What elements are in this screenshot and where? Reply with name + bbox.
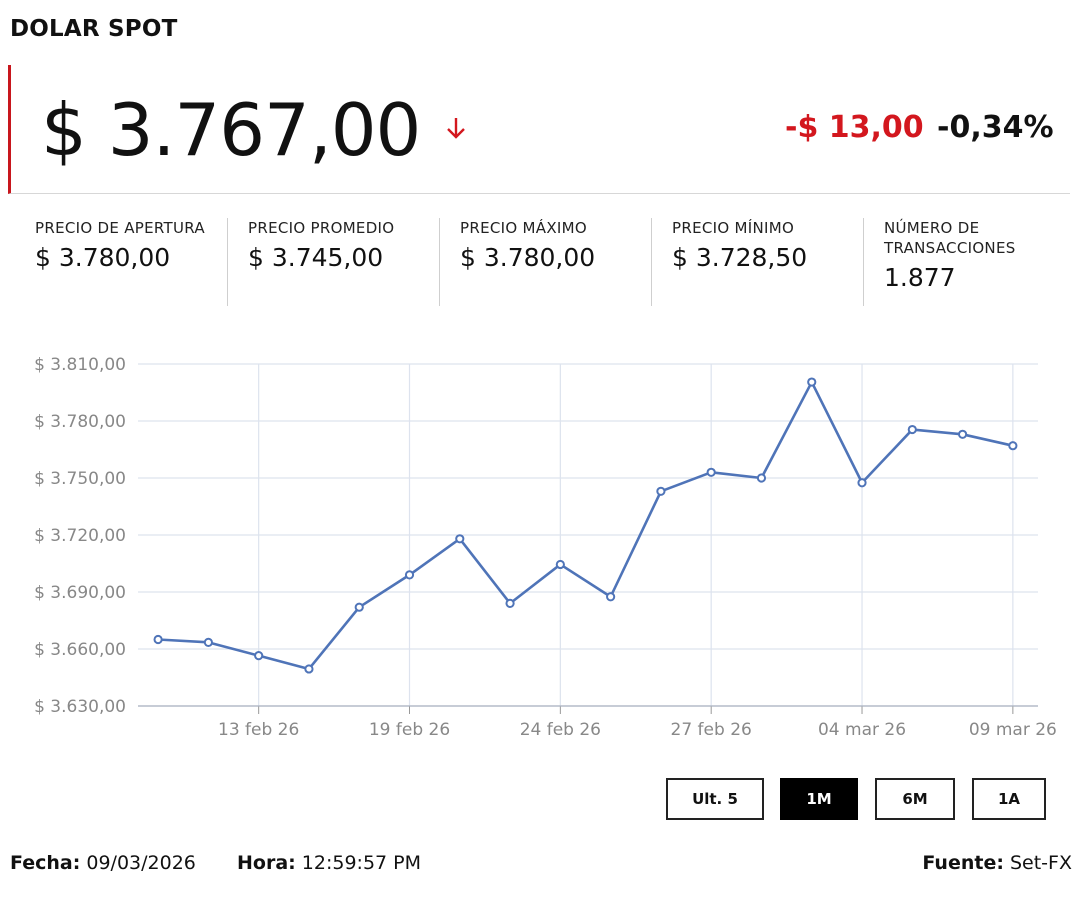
data-point	[153, 634, 163, 645]
x-tick-label: 09 mar 26	[969, 720, 1057, 740]
data-point	[254, 651, 264, 661]
price-line-chart: $ 3.630,00 $ 3.660,00 $ 3.690,00 $ 3.720,00…	[34, 355, 1057, 740]
stat-label: NÚMERO DE TRANSACCIONES	[884, 219, 1016, 257]
footer-source: Fuente: Set-FX	[922, 852, 1072, 874]
x-tick-label: 19 feb 26	[369, 720, 450, 740]
y-tick-label: $ 3.660,00	[34, 640, 126, 660]
stat-value: $ 3.745,00	[248, 243, 384, 272]
source-label: Fuente:	[922, 852, 1004, 874]
x-tick-label: 27 feb 26	[671, 720, 752, 740]
date-value: 09/03/2026	[86, 852, 196, 874]
stat-label: PRECIO DE APERTURA	[35, 219, 205, 237]
stat-average-price: PRECIO PROMEDIO $ 3.745,00	[227, 218, 439, 306]
data-point	[907, 424, 917, 435]
stat-value: $ 3.780,00	[35, 243, 171, 272]
time-label: Hora:	[237, 852, 296, 874]
stat-max-price: PRECIO MÁXIMO $ 3.780,00	[439, 218, 651, 306]
arrow-down-icon	[445, 115, 467, 148]
y-tick-label: $ 3.630,00	[34, 697, 126, 717]
y-tick-label: $ 3.780,00	[34, 412, 126, 432]
stat-label: PRECIO MÍNIMO	[672, 219, 795, 237]
price-change-percent: -0,34%	[937, 110, 1054, 145]
range-selector: Ult. 5 1M 6M 1A	[0, 778, 1080, 820]
range-button-ult5[interactable]: Ult. 5	[666, 778, 764, 820]
stat-min-price: PRECIO MÍNIMO $ 3.728,50	[651, 218, 863, 306]
current-price: $ 3.767,00	[41, 88, 421, 172]
data-point	[304, 664, 314, 674]
footer: Fecha: 09/03/2026 Hora: 12:59:57 PM Fuen…	[10, 852, 1072, 880]
stat-value: $ 3.728,50	[672, 243, 808, 272]
source-value: Set-FX	[1009, 852, 1072, 874]
y-tick-label: $ 3.810,00	[34, 355, 126, 375]
data-point	[807, 377, 817, 387]
y-tick-label: $ 3.690,00	[34, 583, 126, 603]
data-point	[756, 473, 767, 483]
data-point	[203, 637, 213, 647]
y-tick-label: $ 3.750,00	[34, 469, 126, 489]
series-line	[158, 380, 1014, 671]
data-point	[455, 534, 465, 544]
x-tick-label: 13 feb 26	[218, 720, 299, 740]
range-button-1a[interactable]: 1A	[972, 778, 1046, 820]
stat-value: $ 3.780,00	[460, 243, 596, 272]
data-point	[857, 478, 867, 488]
range-button-1m[interactable]: 1M	[780, 778, 858, 820]
stats-row: PRECIO DE APERTURA $ 3.780,00 PRECIO PRO…	[15, 218, 1075, 306]
x-tick-label: 24 feb 26	[520, 720, 601, 740]
data-point	[706, 467, 716, 477]
stat-opening-price: PRECIO DE APERTURA $ 3.780,00	[15, 218, 227, 306]
stat-transactions: NÚMERO DE TRANSACCIONES 1.877	[863, 218, 1075, 306]
stat-label: PRECIO MÁXIMO	[460, 219, 587, 237]
data-point	[606, 592, 616, 602]
data-point	[1008, 441, 1018, 451]
y-tick-label: $ 3.720,00	[34, 526, 126, 546]
data-point	[354, 602, 364, 612]
data-point	[505, 598, 515, 608]
stat-label: PRECIO PROMEDIO	[248, 219, 395, 237]
footer-time: Hora: 12:59:57 PM	[237, 852, 421, 874]
date-label: Fecha:	[10, 852, 81, 874]
page-title: DOLAR SPOT	[10, 16, 178, 42]
footer-date: Fecha: 09/03/2026	[10, 852, 196, 874]
price-panel: $ 3.767,00 -$ 13,00 -0,34%	[8, 65, 1070, 194]
data-point	[957, 429, 968, 439]
x-tick-label: 04 mar 26	[818, 720, 906, 740]
data-point	[656, 486, 666, 496]
stat-value: 1.877	[884, 263, 956, 292]
price-change: -$ 13,00	[785, 110, 924, 145]
data-point	[555, 559, 565, 570]
data-point	[404, 570, 415, 580]
time-value: 12:59:57 PM	[301, 852, 422, 874]
range-button-6m[interactable]: 6M	[875, 778, 955, 820]
